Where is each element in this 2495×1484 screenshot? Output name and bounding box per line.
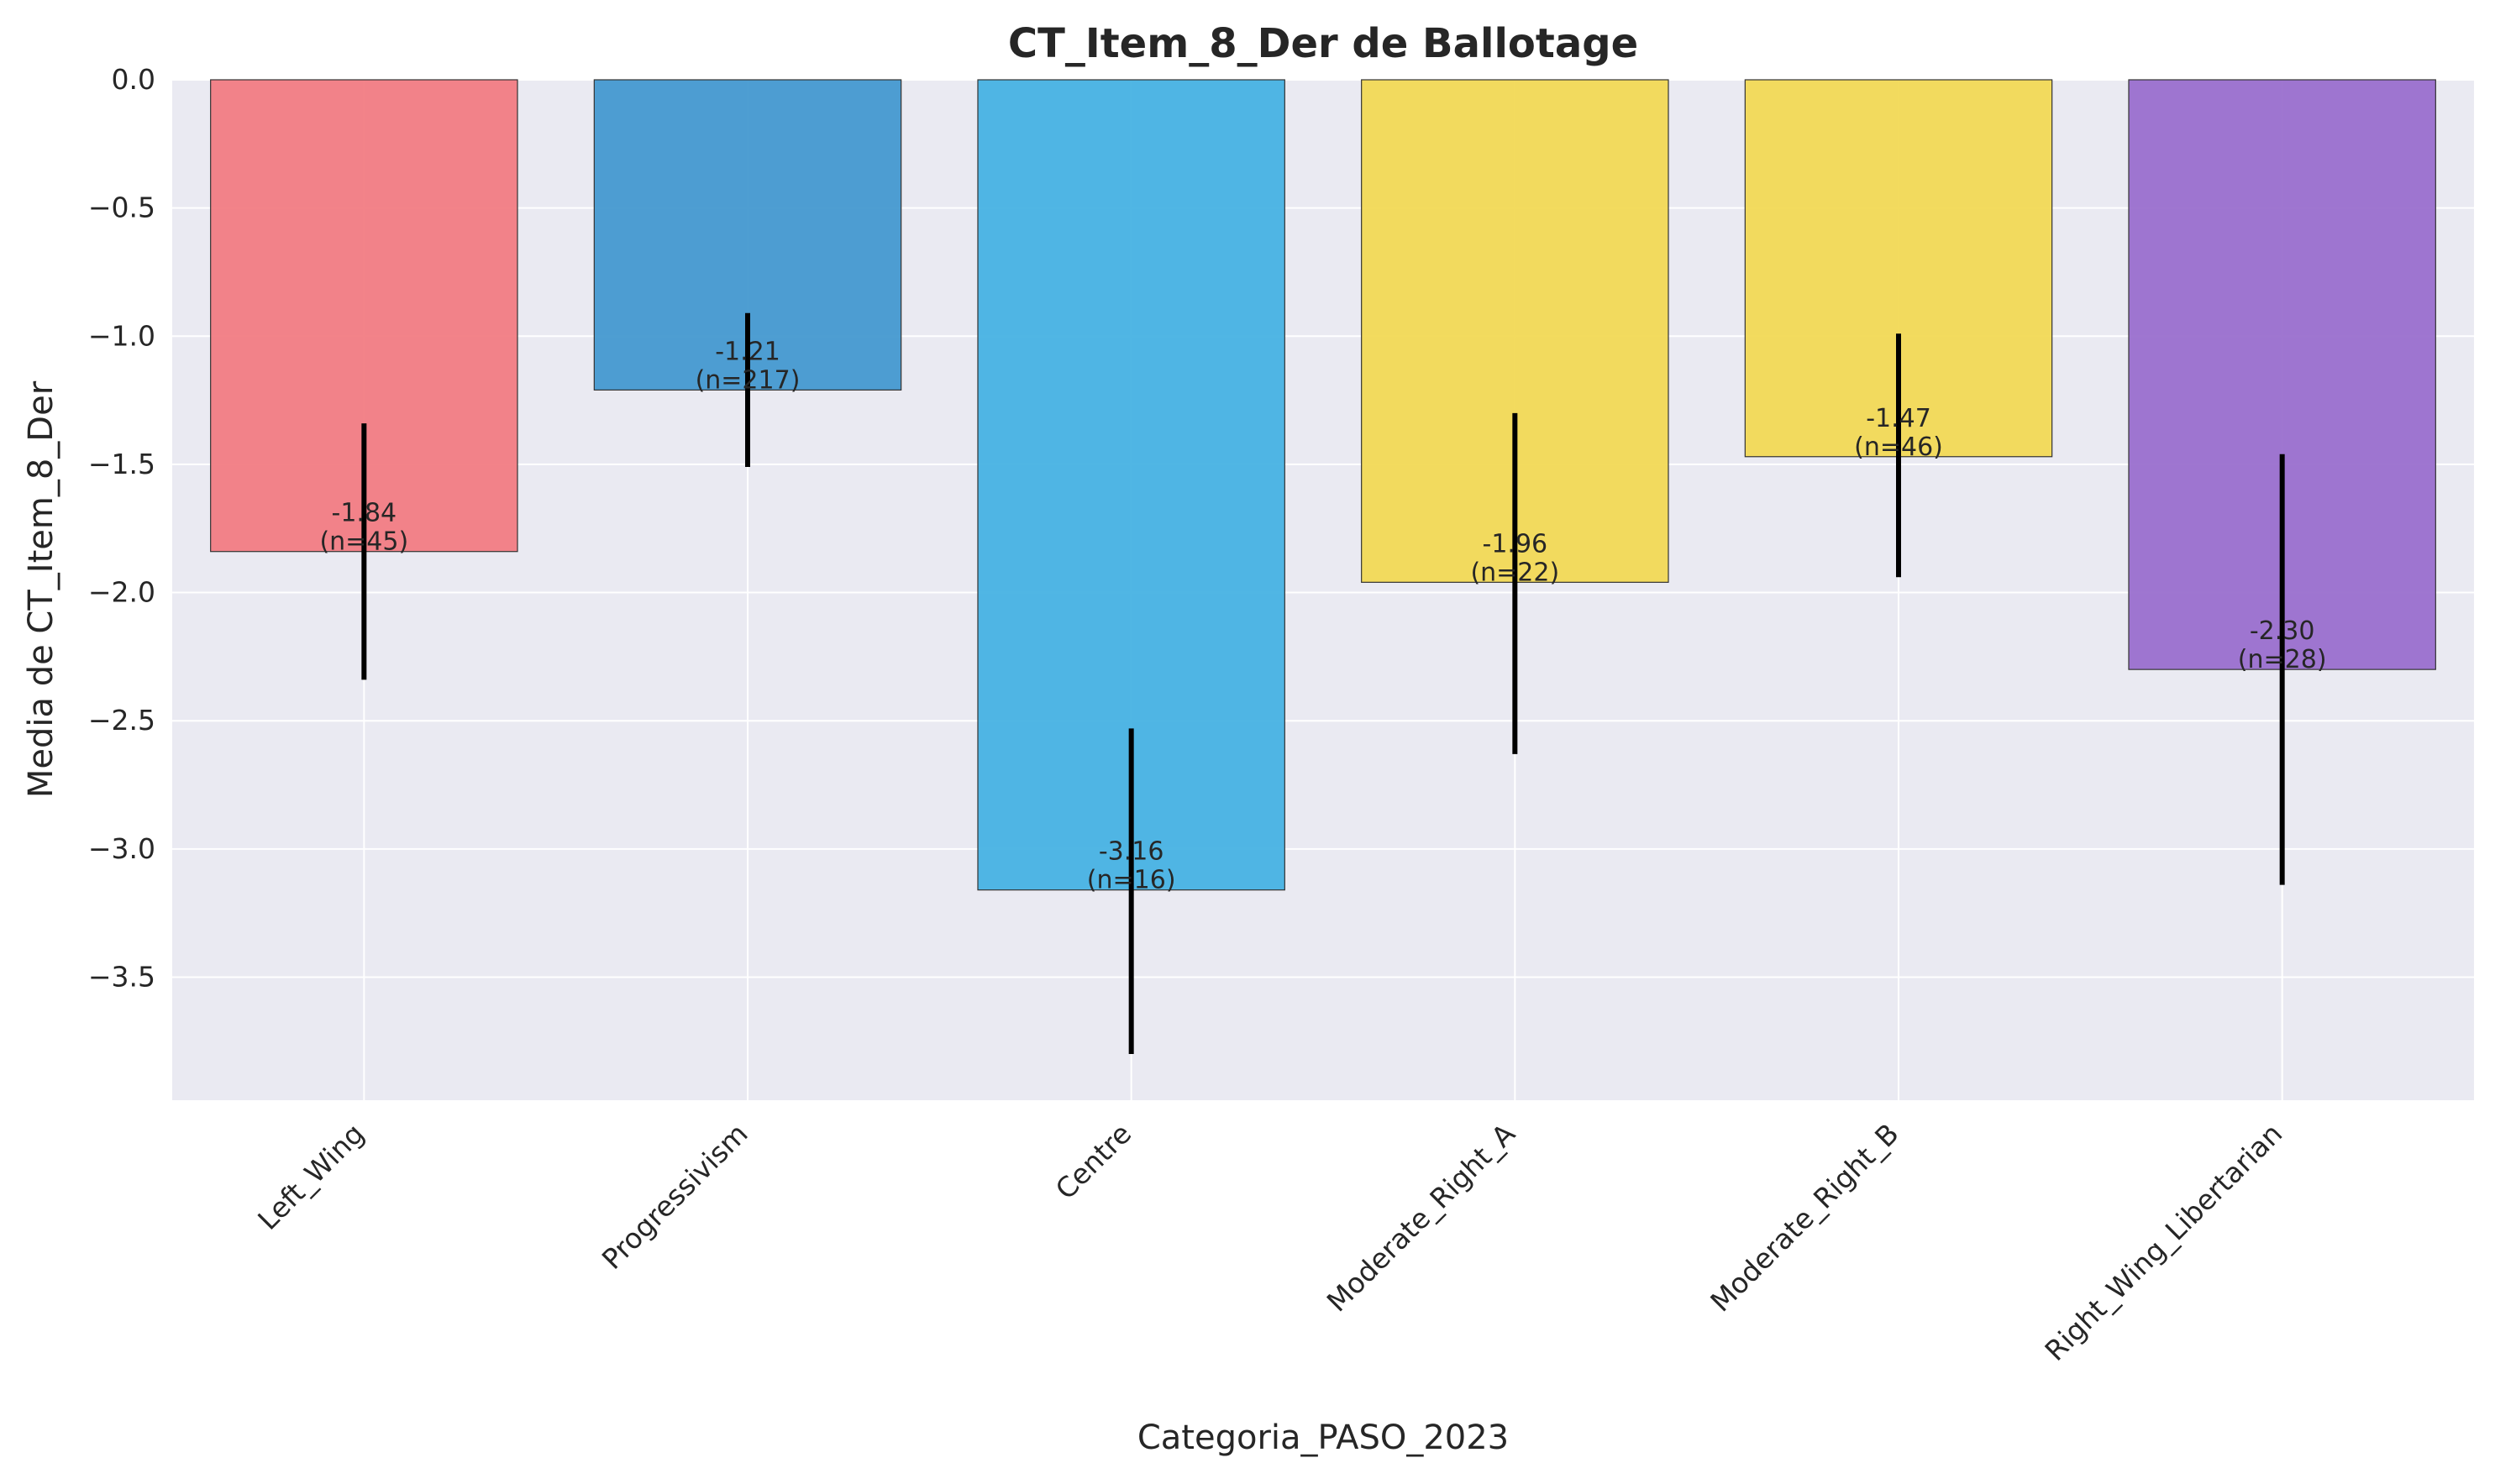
y-tick-label: −1.5 <box>88 448 155 480</box>
y-tick-label: −3.5 <box>88 960 155 993</box>
bar-n-label: (n=16) <box>1087 866 1176 895</box>
y-tick-label: 0.0 <box>112 63 155 96</box>
bar-value-label: -3.16 <box>1099 837 1164 867</box>
x-tick-label: Moderate_Right_A <box>1321 1117 1522 1319</box>
bar-value-label: -1.47 <box>1866 404 1931 433</box>
y-tick-label: −0.5 <box>88 191 155 224</box>
y-tick-label: −3.0 <box>88 832 155 865</box>
x-tick-label: Moderate_Right_B <box>1704 1117 1904 1318</box>
bars <box>210 79 2436 891</box>
bar-value-labels: -1.84(n=45)-1.21(n=217)-3.16(n=16)-1.96(… <box>319 337 2326 894</box>
bar-value-label: -2.30 <box>2250 616 2315 646</box>
x-axis-label: Categoria_PASO_2023 <box>1137 1418 1509 1457</box>
chart-title: CT_Item_8_Der de Ballotage <box>1008 20 1638 67</box>
bar-value-label: -1.84 <box>332 499 397 528</box>
bar-n-label: (n=22) <box>1470 558 1559 587</box>
x-tick-label: Left_Wing <box>251 1117 370 1236</box>
bar-value-label: -1.21 <box>715 337 780 366</box>
y-tick-label: −2.5 <box>88 704 155 737</box>
x-tick-label: Progressivism <box>596 1117 754 1276</box>
bar-n-label: (n=45) <box>319 527 408 557</box>
y-tick-label: −2.0 <box>88 576 155 609</box>
bar-n-label: (n=46) <box>1854 433 1943 462</box>
x-tick-label: Right_Wing_Libertarian <box>2038 1117 2288 1367</box>
plot-area <box>172 80 2474 1100</box>
bar-n-label: (n=217) <box>696 365 801 395</box>
bar-value-label: -1.96 <box>1483 529 1548 558</box>
x-tick-label: Centre <box>1049 1117 1138 1206</box>
y-tick-label: −1.0 <box>88 319 155 352</box>
bar-n-label: (n=28) <box>2238 645 2327 674</box>
error-bars <box>361 312 2285 1055</box>
x-axis-ticks: Left_Wing Progressivism Centre Moderate_Rig… <box>251 1117 2288 1367</box>
y-axis-label: Media de CT_Item_8_Der <box>22 380 60 798</box>
y-axis-ticks: 0.0 −0.5 −1.0 −1.5 −2.0 −2.5 −3.0 −3.5 <box>88 63 155 993</box>
